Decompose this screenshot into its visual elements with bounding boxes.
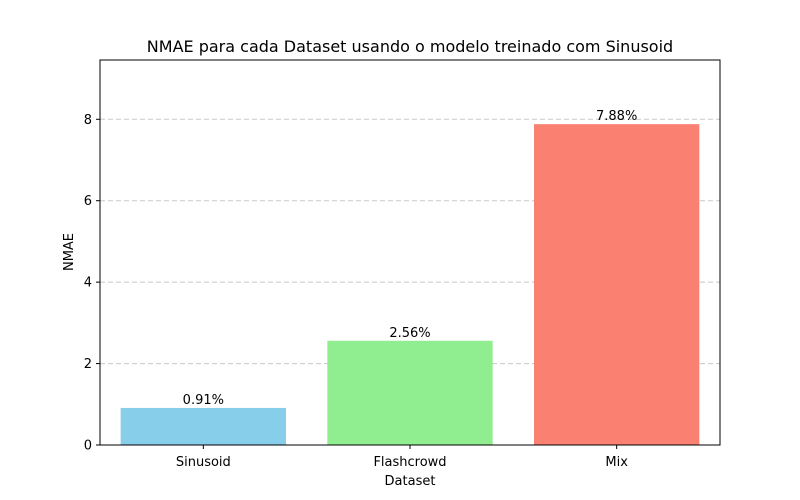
bar-flashcrowd: [327, 340, 493, 445]
x-tick-label: Flashcrowd: [373, 455, 446, 470]
bar-value-label: 2.56%: [389, 326, 430, 341]
y-tick-label: 2: [84, 357, 92, 372]
x-axis: Sinusoid Flashcrowd Mix: [176, 445, 628, 470]
bar-value-label: 0.91%: [183, 393, 224, 408]
y-tick-label: 0: [84, 439, 92, 454]
y-axis: 0 2 4 6 8: [84, 113, 100, 454]
y-tick-label: 4: [84, 276, 92, 291]
data-labels-layer: 0.91% 2.56% 7.88%: [183, 109, 638, 408]
x-axis-label: Dataset: [385, 474, 436, 489]
y-tick-label: 8: [84, 113, 92, 128]
chart-title: NMAE para cada Dataset usando o modelo t…: [147, 37, 673, 56]
bar-sinusoid: [120, 407, 287, 445]
bar-mix: [534, 124, 700, 446]
x-tick-label: Sinusoid: [176, 455, 231, 470]
y-tick-label: 6: [84, 194, 92, 209]
y-axis-label: NMAE: [62, 233, 77, 271]
bar-value-label: 7.88%: [596, 109, 637, 124]
bars-layer: [120, 124, 700, 446]
x-tick-label: Mix: [605, 455, 628, 470]
